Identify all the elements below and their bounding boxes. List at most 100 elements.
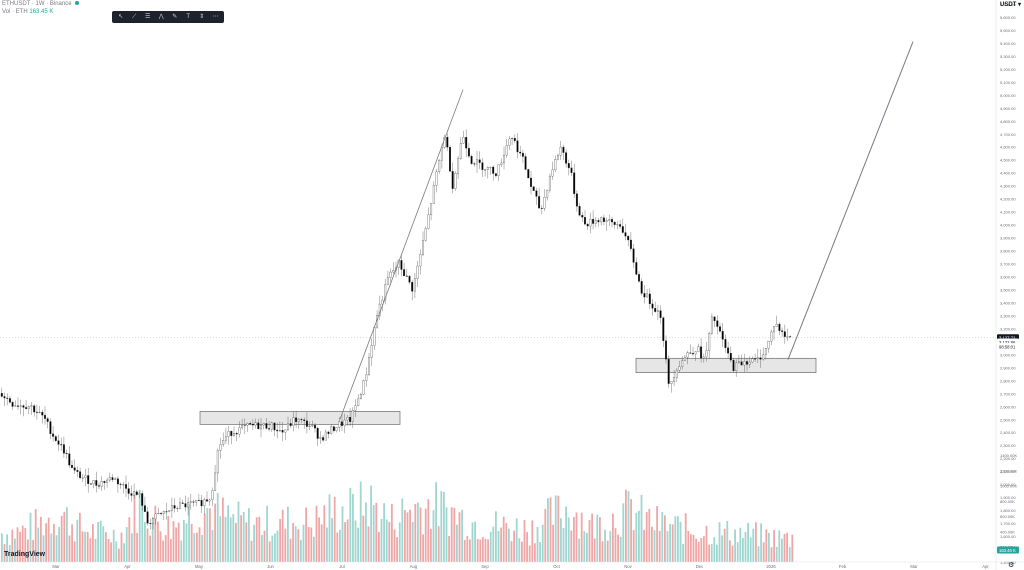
volume-bar: [747, 523, 749, 562]
price-tick-label: 2,600.00: [1000, 404, 1016, 409]
candle-body: [546, 189, 549, 198]
candle-body: [98, 485, 100, 487]
symbol-title[interactable]: ETHUSDT · 1W · Binance: [2, 0, 79, 8]
candle-body: [57, 440, 60, 445]
candle-body: [305, 420, 308, 427]
volume-bar: [770, 547, 773, 562]
volume-bar: [765, 529, 768, 562]
candle-body: [430, 203, 433, 215]
trend-line[interactable]: [339, 89, 464, 420]
candle-body: [505, 145, 508, 156]
candle-body: [551, 169, 554, 177]
volume-bar: [736, 542, 739, 562]
volume-bar: [726, 520, 729, 562]
candle-body: [435, 171, 438, 186]
fib-tool-icon[interactable]: ☰: [145, 14, 151, 20]
candle-body: [38, 411, 41, 413]
volume-bar: [547, 498, 549, 562]
volume-bar: [333, 496, 336, 562]
volume-bar: [53, 523, 55, 562]
volume-bar: [396, 537, 398, 562]
candle-body: [168, 510, 171, 512]
volume-bar: [539, 541, 541, 562]
volume-bar: [617, 534, 619, 562]
volume-bar: [502, 516, 505, 562]
volume-bar: [362, 515, 365, 562]
volume-bar: [500, 527, 502, 562]
volume-bar: [97, 521, 99, 562]
projection-line[interactable]: [787, 41, 914, 360]
candle-body: [481, 162, 484, 170]
candle-body: [616, 224, 619, 226]
support-box-1[interactable]: [199, 411, 401, 425]
candle-body: [584, 217, 586, 225]
volume-bar: [622, 503, 625, 562]
candle-body: [743, 361, 746, 366]
volume-bar: [359, 481, 362, 562]
candle-body: [206, 499, 208, 502]
candle-body: [459, 143, 462, 159]
volume-bar: [536, 527, 539, 562]
volume-bar: [388, 521, 391, 562]
cursor-tool-icon[interactable]: ↖: [118, 14, 124, 20]
candle-body: [241, 425, 244, 428]
volume-bar: [775, 546, 778, 562]
volume-bar: [791, 534, 794, 562]
candle-body: [489, 166, 492, 168]
volume-bar: [570, 530, 573, 562]
line-tool-icon[interactable]: ⟋: [132, 14, 137, 20]
volume-bar: [404, 510, 406, 562]
candle-body: [114, 478, 117, 480]
volume-bar: [580, 512, 583, 562]
volume-bar: [664, 515, 666, 562]
more-tool-icon[interactable]: ⋯: [212, 14, 219, 20]
candle-body: [79, 471, 82, 478]
candle-body: [233, 433, 235, 436]
currency-label: USDT: [1000, 2, 1017, 8]
pattern-tool-icon[interactable]: ⋀: [158, 14, 164, 20]
candle-body: [19, 405, 22, 407]
candle-body: [554, 159, 557, 171]
candle-body: [524, 156, 527, 170]
volume-legend[interactable]: Vol · ETH 163.45 K: [2, 8, 79, 16]
candle-body: [73, 467, 76, 471]
volume-bar: [749, 537, 752, 562]
volume-bar: [367, 526, 370, 562]
volume-bar: [302, 524, 305, 562]
candle-body: [735, 362, 738, 372]
candle-body: [349, 417, 352, 422]
candle-body: [203, 499, 206, 507]
candle-body: [727, 347, 730, 354]
candle-body: [235, 433, 238, 435]
candle-body: [427, 214, 430, 229]
candle-body: [548, 175, 551, 191]
volume-bar: [365, 502, 367, 562]
price-tick-label: 2,000.00: [1000, 482, 1016, 487]
support-box-2[interactable]: [635, 357, 817, 373]
candle-body: [605, 220, 608, 222]
volume-bar: [768, 532, 770, 562]
candle-body: [119, 483, 122, 485]
volume-bar: [682, 543, 684, 562]
candle-body: [284, 429, 287, 433]
volume-bar: [505, 522, 508, 562]
text-tool-icon[interactable]: T: [186, 14, 191, 20]
candle-body: [789, 336, 792, 338]
settings-gear-icon[interactable]: ⚙: [1008, 562, 1015, 569]
candle-body: [30, 405, 33, 407]
candle-body: [44, 414, 46, 419]
volume-bar: [55, 535, 58, 562]
volume-bar: [687, 530, 690, 562]
candle-body: [665, 340, 667, 360]
volume-bar: [6, 534, 8, 562]
time-tick-label: Mar: [910, 564, 918, 569]
brush-tool-icon[interactable]: ✎: [172, 14, 178, 20]
volume-tick-label: 800.00K: [1000, 499, 1015, 504]
measure-tool-icon[interactable]: ⇕: [199, 14, 205, 20]
volume-bar: [240, 515, 242, 562]
volume-bar: [508, 528, 510, 562]
candle-body: [457, 158, 460, 174]
currency-selector[interactable]: USDT ▾: [1000, 2, 1022, 8]
price-tick-label: 2,700.00: [1000, 391, 1016, 396]
